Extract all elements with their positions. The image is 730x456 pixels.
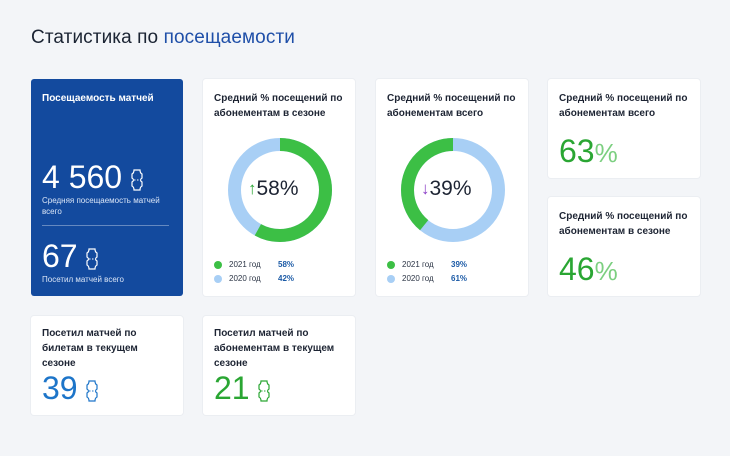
tickets-season-number: 39	[42, 370, 78, 406]
season-pass-season-card: Средний % посещений по абонементам в сез…	[203, 79, 355, 296]
pct-season-number: 46	[559, 251, 595, 287]
pct-total-label: Средний % посещений по абонементам всего	[559, 93, 688, 119]
pct-total-value: 63%	[559, 135, 618, 169]
donut-segment-2021	[401, 138, 505, 242]
season-pass-season-label: Средний % посещений по абонементам в сез…	[214, 93, 343, 119]
ticket-icon	[131, 164, 143, 196]
total-matches-value: 67	[42, 238, 99, 275]
page-title-prefix: Статистика по	[31, 27, 159, 48]
pct-season-unit: %	[594, 256, 618, 286]
tickets-season-value: 39	[42, 370, 99, 407]
pct-season-value: 46%	[559, 253, 618, 287]
attendance-divider	[42, 225, 169, 226]
total-matches-number: 67	[42, 238, 78, 274]
legend-row-2021: 2021 год 58%	[214, 260, 294, 270]
arrow-down-icon: ↓	[421, 179, 430, 198]
passes-season-value: 21	[214, 370, 271, 407]
legend-value: 61%	[451, 274, 468, 283]
legend-dot	[214, 261, 222, 269]
donut-segment-2021	[228, 138, 332, 242]
season-pass-total-donut	[401, 138, 505, 242]
season-pass-total-center-value: 39%	[429, 177, 472, 200]
season-pass-total-card: Средний % посещений по абонементам всего…	[376, 79, 528, 296]
pct-total-number: 63	[559, 133, 595, 169]
ticket-icon	[86, 243, 99, 275]
legend-value: 58%	[278, 260, 295, 269]
ticket-icon	[258, 375, 271, 407]
season-pass-total-label: Средний % посещений по абонементам всего	[387, 93, 516, 119]
legend-label: 2020 год	[229, 274, 261, 283]
pct-total-card: Средний % посещений по абонементам всего…	[548, 79, 700, 178]
season-pass-season-center-value: 58%	[256, 177, 299, 200]
avg-attendance-value: 4 560	[42, 161, 143, 196]
total-matches-caption: Посетил матчей всего	[42, 275, 124, 284]
legend-dot	[387, 275, 395, 283]
pct-season-label: Средний % посещений по абонементам в сез…	[559, 211, 688, 237]
legend-row-2021: 2021 год 39%	[387, 260, 467, 270]
season-pass-season-center: ↑58%	[248, 177, 299, 201]
season-pass-total-center: ↓39%	[421, 177, 472, 201]
arrow-up-icon: ↑	[248, 179, 257, 198]
page-title-accent: посещаемости	[163, 27, 295, 48]
legend-row-2020: 2020 год 61%	[387, 274, 467, 284]
ticket-icon	[86, 375, 99, 407]
legend-dot	[387, 261, 395, 269]
pct-season-card: Средний % посещений по абонементам в сез…	[548, 197, 700, 296]
legend-label: 2021 год	[229, 260, 261, 269]
tickets-season-card: Посетил матчей по билетам в текущем сезо…	[31, 316, 183, 415]
passes-season-label: Посетил матчей по абонементам в текущем …	[214, 328, 335, 369]
pct-total-unit: %	[594, 138, 618, 168]
legend-label: 2021 год	[402, 260, 434, 269]
avg-attendance-number: 4 560	[42, 159, 123, 195]
page-title: Статистика по посещаемости	[31, 27, 295, 49]
legend-value: 39%	[451, 260, 468, 269]
attendance-card-label: Посещаемость матчей	[42, 93, 154, 104]
tickets-season-label: Посетил матчей по билетам в текущем сезо…	[42, 328, 138, 369]
passes-season-number: 21	[214, 370, 250, 406]
legend-label: 2020 год	[402, 274, 434, 283]
legend-dot	[214, 275, 222, 283]
avg-attendance-caption: Средняя посещаемость матчей всего	[42, 196, 160, 216]
legend-value: 42%	[278, 274, 295, 283]
passes-season-card: Посетил матчей по абонементам в текущем …	[203, 316, 355, 415]
season-pass-season-donut	[228, 138, 332, 242]
legend-row-2020: 2020 год 42%	[214, 274, 294, 284]
attendance-card: Посещаемость матчей	[31, 79, 183, 296]
